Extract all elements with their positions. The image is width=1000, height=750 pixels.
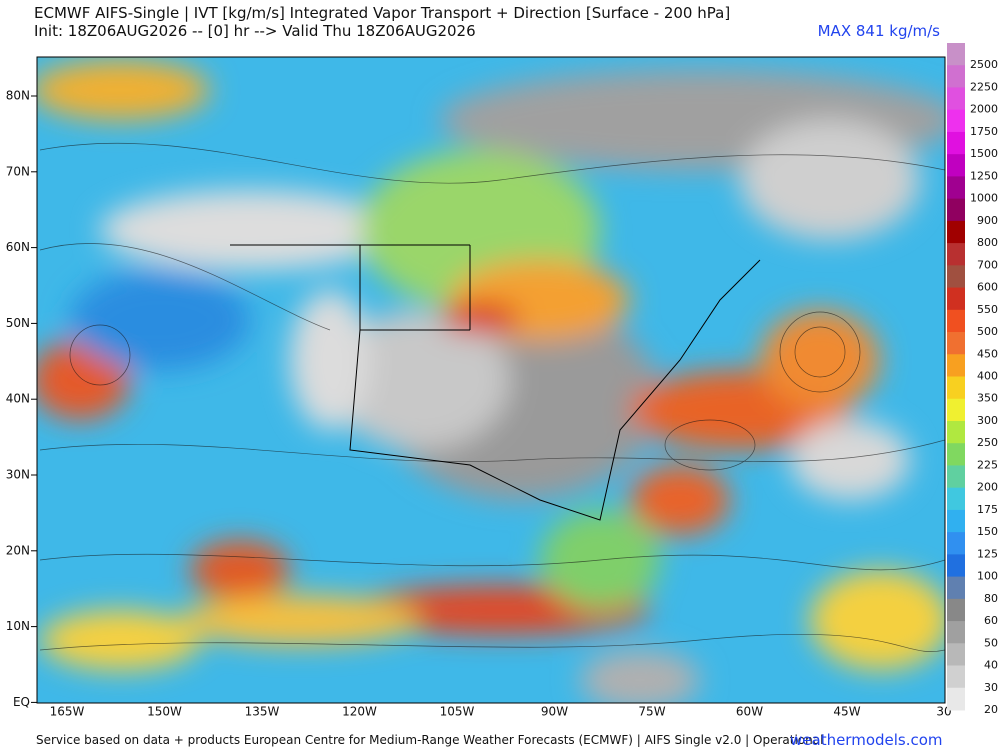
colorbar-label: 800 xyxy=(977,236,998,249)
colorbar-label: 1250 xyxy=(970,169,998,182)
footer: Service based on data + products Europea… xyxy=(36,733,824,747)
longitude-label: 165W xyxy=(50,705,85,719)
colorbar-swatch xyxy=(947,131,965,155)
colorbar-label: 1750 xyxy=(970,125,998,138)
colorbar-swatch xyxy=(947,398,965,422)
latitude-label: 50N xyxy=(6,316,30,330)
latitude-label: 60N xyxy=(6,240,30,254)
colorbar-label: 125 xyxy=(977,547,998,560)
colorbar-label: 60 xyxy=(984,614,998,627)
colorbar-swatch xyxy=(947,687,965,711)
colorbar-label: 600 xyxy=(977,281,998,294)
colorbar-label: 50 xyxy=(984,636,998,649)
colorbar-swatch xyxy=(947,443,965,466)
colorbar-swatch xyxy=(947,665,965,689)
title: ECMWF AIFS-Single | IVT [kg/m/s] Integra… xyxy=(34,4,731,22)
colorbar-swatch xyxy=(947,643,965,667)
colorbar-label: 300 xyxy=(977,414,998,427)
colorbar-label: 2000 xyxy=(970,103,998,116)
colorbar-label: 100 xyxy=(977,570,998,583)
colorbar-swatch xyxy=(947,287,965,311)
colorbar-swatch xyxy=(947,376,965,400)
latitude-label: 30N xyxy=(6,468,30,482)
colorbar-swatch xyxy=(947,576,965,600)
max-label: MAX 841 kg/m/s xyxy=(817,22,940,40)
colorbar-swatch xyxy=(947,621,965,644)
colorbar-label: 150 xyxy=(977,525,998,538)
colorbar-label: 200 xyxy=(977,481,998,494)
colorbar-swatch xyxy=(947,243,965,266)
longitude-label: 60W xyxy=(736,705,763,719)
colorbar-swatch xyxy=(947,420,965,444)
colorbar-label: 550 xyxy=(977,303,998,316)
longitude-label: 105W xyxy=(440,705,475,719)
colorbar-swatch xyxy=(947,332,965,355)
ivt-field xyxy=(37,57,945,703)
colorbar-swatch xyxy=(947,265,965,289)
colorbar-swatch xyxy=(947,309,965,333)
longitude-label: 90W xyxy=(541,705,568,719)
colorbar-label: 250 xyxy=(977,436,998,449)
colorbar-label: 350 xyxy=(977,392,998,405)
colorbar-label: 1000 xyxy=(970,192,998,205)
latitude-label: 70N xyxy=(6,164,30,178)
longitude-label: 45W xyxy=(833,705,860,719)
colorbar-swatch xyxy=(947,154,965,177)
longitude-label: 75W xyxy=(638,705,665,719)
colorbar-label: 450 xyxy=(977,347,998,360)
colorbar-label: 2250 xyxy=(970,80,998,93)
longitude-label: 150W xyxy=(147,705,182,719)
colorbar-label: 30 xyxy=(984,681,998,694)
colorbar-label: 400 xyxy=(977,370,998,383)
colorbar-swatch xyxy=(947,509,965,533)
longitude-label: 120W xyxy=(342,705,377,719)
latitude-label: EQ xyxy=(13,695,30,709)
colorbar-swatch xyxy=(947,176,965,200)
colorbar-swatch xyxy=(947,598,965,622)
colorbar-swatch xyxy=(947,65,965,88)
latitude-label: 20N xyxy=(6,543,30,557)
colorbar-label: 700 xyxy=(977,258,998,271)
latitude-label: 10N xyxy=(6,619,30,633)
colorbar-label: 40 xyxy=(984,659,998,672)
subtitle: Init: 18Z06AUG2026 -- [0] hr --> Valid T… xyxy=(34,22,476,40)
colorbar-label: 500 xyxy=(977,325,998,338)
colorbar-label: 900 xyxy=(977,214,998,227)
latitude-label: 80N xyxy=(6,89,30,103)
colorbar-label: 1500 xyxy=(970,147,998,160)
colorbar-swatch xyxy=(947,43,965,66)
colorbar-swatch xyxy=(947,532,965,555)
colorbar-swatch xyxy=(947,354,965,377)
colorbar-swatch xyxy=(947,198,965,222)
longitude-label: 135W xyxy=(245,705,280,719)
colorbar-label: 175 xyxy=(977,503,998,516)
colorbar-label: 2500 xyxy=(970,58,998,71)
colorbar-swatch xyxy=(947,220,965,244)
watermark: weathermodels.com xyxy=(790,731,943,749)
latitude-label: 40N xyxy=(6,392,30,406)
colorbar-swatch xyxy=(947,465,965,489)
colorbar-label: 225 xyxy=(977,458,998,471)
colorbar-label: 20 xyxy=(984,703,998,716)
colorbar-swatch xyxy=(947,109,965,133)
colorbar-swatch xyxy=(947,87,965,111)
colorbar-swatch xyxy=(947,487,965,511)
colorbar-label: 80 xyxy=(984,592,998,605)
colorbar-swatch xyxy=(947,554,965,578)
